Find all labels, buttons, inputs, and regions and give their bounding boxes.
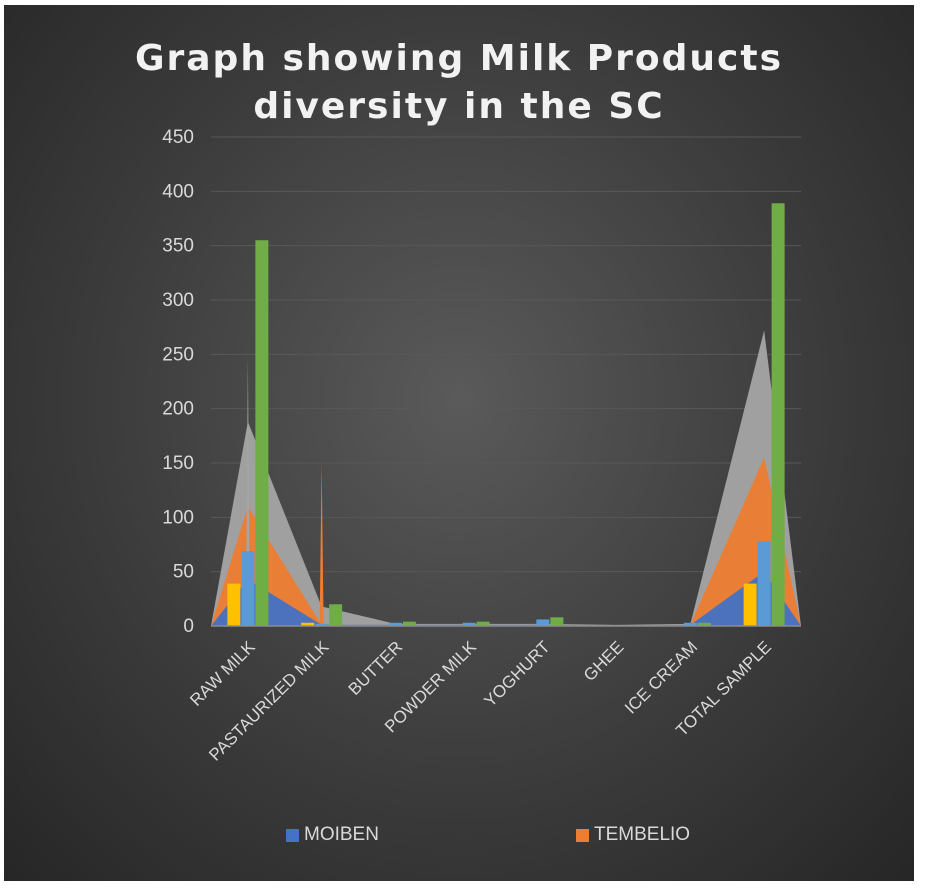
bar <box>241 551 255 626</box>
x-tick-label: ICE CREAM <box>621 637 701 717</box>
bar <box>402 621 416 626</box>
plot-area: 0 50 100 150 200 250 300 350 400 450 RAW MILKPASTA… <box>162 127 801 765</box>
chart-title: Graph showing Milk Products diversity in… <box>4 35 914 131</box>
chart-title-line-2: diversity in the SC <box>253 86 665 127</box>
y-tick-label: 250 <box>162 344 194 365</box>
legend-item-tembelio: TEMBELIO <box>576 824 690 846</box>
legend-swatch-moiben <box>286 828 299 842</box>
area-spike <box>319 463 324 626</box>
y-tick-label: 350 <box>162 236 194 257</box>
chart-title-line-1: Graph showing Milk Products <box>134 38 784 79</box>
area-series <box>211 330 801 626</box>
y-tick-label: 150 <box>162 453 194 474</box>
bar <box>388 622 402 626</box>
y-tick-label: 300 <box>162 290 194 311</box>
area-series-moiben <box>211 571 801 626</box>
bar <box>536 619 550 626</box>
legend: MOIBEN TEMBELIO <box>4 824 914 848</box>
bar <box>757 541 771 626</box>
bar <box>550 617 564 626</box>
y-tick-label: 100 <box>162 507 194 528</box>
bar <box>697 622 711 626</box>
y-tick-label: 400 <box>162 181 194 202</box>
bar <box>771 203 785 626</box>
bar <box>315 623 329 626</box>
bar-series <box>227 203 785 626</box>
bar <box>743 583 757 626</box>
legend-label-moiben: MOIBEN <box>304 824 379 845</box>
x-tick-label: RAW MILK <box>186 637 259 710</box>
y-tick-label: 50 <box>173 562 194 583</box>
gridlines <box>211 136 801 573</box>
bar <box>227 583 241 626</box>
bar <box>329 604 343 626</box>
bar <box>301 622 315 626</box>
x-tick-label: GHEE <box>580 637 628 685</box>
x-tick-label: YOGHURT <box>480 637 553 710</box>
bar <box>476 621 490 626</box>
y-tick-label: 200 <box>162 399 194 420</box>
legend-swatch-tembelio <box>576 828 589 842</box>
bar <box>683 622 697 626</box>
bar <box>255 240 269 626</box>
legend-item-moiben: MOIBEN <box>286 824 379 846</box>
y-tick-label: 450 <box>162 127 194 148</box>
x-tick-label: PASTAURIZED MILK <box>205 637 333 765</box>
bar <box>462 622 476 626</box>
chart-frame: Graph showing Milk Products diversity in… <box>4 5 914 881</box>
legend-label-tembelio: TEMBELIO <box>594 824 691 845</box>
y-tick-label: 0 <box>183 616 194 637</box>
x-tick-label: BUTTER <box>345 637 407 699</box>
